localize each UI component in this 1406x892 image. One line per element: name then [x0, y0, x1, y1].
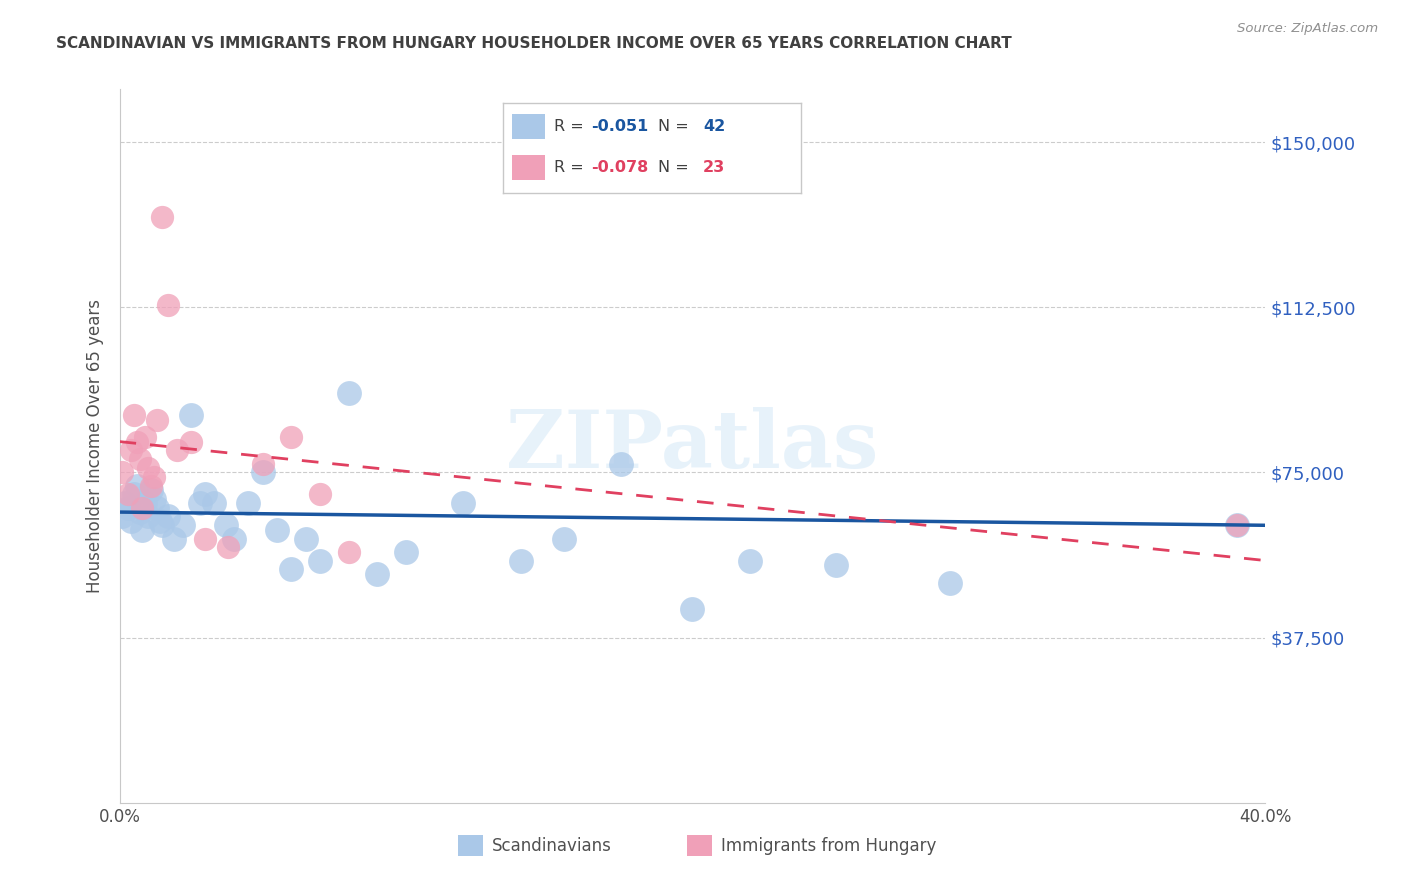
Point	[194, 487, 217, 501]
Text: Immigrants from Hungary: Immigrants from Hungary	[721, 837, 936, 855]
Point	[366, 566, 388, 581]
Point	[131, 500, 153, 515]
Point	[681, 602, 703, 616]
Point	[149, 514, 172, 528]
Point	[139, 483, 162, 497]
Point	[451, 496, 474, 510]
Point	[120, 514, 142, 528]
Point	[131, 523, 153, 537]
Point	[125, 434, 148, 449]
Point	[128, 452, 150, 467]
Point	[157, 509, 180, 524]
Point	[280, 430, 302, 444]
Y-axis label: Householder Income Over 65 years: Householder Income Over 65 years	[86, 299, 104, 593]
Point	[238, 496, 260, 510]
Point	[125, 478, 148, 492]
Point	[252, 457, 274, 471]
Text: SCANDINAVIAN VS IMMIGRANTS FROM HUNGARY HOUSEHOLDER INCOME OVER 65 YEARS CORRELA: SCANDINAVIAN VS IMMIGRANTS FROM HUNGARY …	[56, 36, 1012, 51]
Point	[152, 518, 174, 533]
Point	[157, 298, 180, 312]
Text: ZIPatlas: ZIPatlas	[506, 407, 879, 485]
Point	[142, 491, 165, 506]
Point	[1226, 518, 1249, 533]
Point	[180, 434, 202, 449]
Point	[266, 523, 288, 537]
Point	[509, 553, 531, 567]
Point	[309, 553, 332, 567]
Point	[738, 553, 761, 567]
Point	[1226, 518, 1249, 533]
Point	[128, 505, 150, 519]
Point	[134, 430, 156, 444]
Bar	[686, 835, 711, 856]
Point	[163, 532, 186, 546]
Point	[280, 562, 302, 576]
Point	[395, 545, 418, 559]
Point	[134, 496, 156, 510]
Point	[111, 509, 134, 524]
Point	[217, 541, 239, 555]
Point	[114, 496, 136, 510]
Point	[939, 575, 962, 590]
Point	[166, 443, 188, 458]
Text: Scandinavians: Scandinavians	[492, 837, 612, 855]
Point	[188, 496, 211, 510]
Point	[117, 487, 139, 501]
Point	[122, 408, 145, 422]
Point	[145, 500, 167, 515]
Point	[180, 408, 202, 422]
Point	[120, 443, 142, 458]
Point	[214, 518, 236, 533]
Point	[309, 487, 332, 501]
Point	[122, 487, 145, 501]
Point	[136, 509, 159, 524]
Point	[139, 478, 162, 492]
Point	[824, 558, 846, 572]
Text: Source: ZipAtlas.com: Source: ZipAtlas.com	[1237, 22, 1378, 36]
Point	[145, 412, 167, 426]
Point	[294, 532, 316, 546]
Bar	[457, 835, 482, 856]
Point	[172, 518, 194, 533]
Point	[610, 457, 633, 471]
Point	[337, 386, 360, 401]
Point	[142, 470, 165, 484]
Point	[222, 532, 246, 546]
Point	[194, 532, 217, 546]
Point	[117, 500, 139, 515]
Point	[337, 545, 360, 559]
Point	[111, 466, 134, 480]
Point	[252, 466, 274, 480]
Point	[553, 532, 575, 546]
Point	[152, 210, 174, 224]
Point	[136, 461, 159, 475]
Point	[202, 496, 225, 510]
